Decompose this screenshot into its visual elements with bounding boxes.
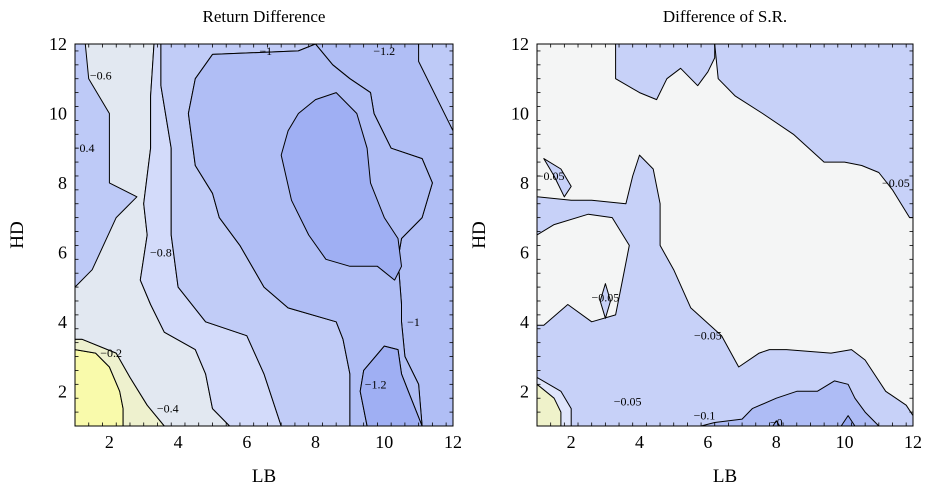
contour-band-3	[543, 158, 572, 198]
y-tick-label: 12	[49, 34, 67, 54]
contour-label: −0.05	[694, 329, 722, 343]
contour-band-0	[537, 44, 913, 426]
y-tick-label: 4	[58, 312, 67, 332]
contour-label: −1.2	[373, 44, 395, 58]
plot-frame	[74, 43, 454, 427]
x-tick-label: 6	[703, 432, 712, 452]
x-tick-label: 12	[444, 432, 462, 452]
chart-title: Difference of S.R.	[663, 7, 787, 26]
y-tick-label: 12	[511, 34, 529, 54]
x-axis-label: LB	[713, 466, 737, 487]
y-tick-label: 6	[58, 242, 67, 262]
contour-label: −0.05	[537, 169, 565, 183]
contour-label: −0.6	[90, 68, 112, 82]
axis-ticks	[74, 44, 453, 427]
contour-bands	[75, 44, 453, 426]
contour-band-9	[537, 383, 562, 426]
contour-label: −1.2	[365, 377, 387, 391]
chart-return-difference: 2 4 6 8 10 12 2 4 6 8 10 12 −0.6 −0.4 −0.8 −0.2 −0.4 −1 −1…	[7, 7, 462, 487]
contour-label: −1	[407, 315, 420, 329]
y-tick-label: 8	[520, 173, 529, 193]
x-tick-label: 12	[904, 432, 922, 452]
contour-labels: −0.05 −0.05 −0.05 −0.05 −0.05 −0.1 −0	[537, 169, 910, 430]
contour-label: −0.05	[882, 176, 910, 190]
chart-difference-of-sr: 2 4 6 8 10 1224681012−0.05−0.05−0.05−0.05−0.0…	[469, 7, 922, 487]
contour-label: −0.4	[157, 402, 179, 416]
contour-label: −0	[770, 416, 783, 430]
contour-label: −0.8	[150, 245, 172, 259]
contour-band-8	[359, 345, 423, 426]
contour-labels: −0.6 −0.4 −0.8 −0.2 −0.4 −1 −1.2 −1 −1.2	[73, 44, 420, 416]
y-tick-label: 4	[520, 312, 529, 332]
x-tick-label: 4	[635, 432, 644, 452]
y-tick-label: 2	[520, 381, 529, 401]
contour-bands	[537, 44, 913, 426]
x-tick-label: 6	[242, 432, 251, 452]
chart-title: Return Difference	[203, 7, 326, 26]
x-axis-label: LB	[252, 466, 276, 487]
y-tick-label: 10	[511, 103, 529, 123]
axis-ticks	[536, 44, 913, 427]
contour-label: −0.05	[591, 291, 619, 305]
contour-band-5	[700, 380, 880, 426]
x-tick-label: 8	[311, 432, 320, 452]
contour-band-7	[280, 92, 402, 281]
contour-label: −0.05	[614, 395, 642, 409]
x-tick-label: 10	[375, 432, 393, 452]
y-tick-label: 2	[58, 381, 67, 401]
y-tick-label: 8	[58, 173, 67, 193]
y-tick-label: 10	[49, 103, 67, 123]
contour-label: −1	[259, 44, 272, 58]
y-axis-label: HD	[469, 221, 490, 248]
x-tick-label: 2	[567, 432, 576, 452]
x-tick-label: 2	[105, 432, 114, 452]
contour-label: −0.1	[694, 409, 716, 423]
contour-band-4	[599, 283, 611, 319]
contour-band-6	[772, 420, 781, 426]
x-tick-label: 8	[772, 432, 781, 452]
contour-label: −0.4	[73, 141, 95, 155]
plot-frame	[536, 43, 914, 427]
contour-label: −0.2	[100, 346, 122, 360]
y-axis-label: HD	[7, 221, 28, 248]
y-tick-label: 6	[520, 242, 529, 262]
x-tick-label: 10	[836, 432, 854, 452]
x-tick-label: 4	[174, 432, 183, 452]
contour-band-1	[615, 44, 716, 101]
